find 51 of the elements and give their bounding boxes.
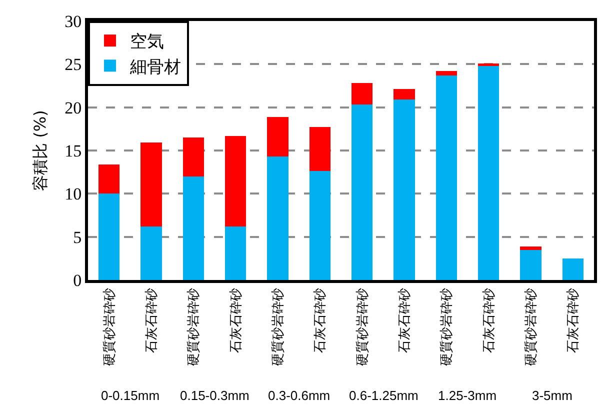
text: 1.25-3mm [438, 388, 497, 403]
text: 3-5mm [532, 388, 572, 403]
bar [98, 194, 120, 280]
text: 0.6-1.25mm [349, 388, 418, 403]
bar [267, 116, 288, 157]
x-tick-label: 硬質砂岩砕砂 [440, 288, 455, 366]
x-tick-label: 石灰石砕砂 [482, 288, 497, 354]
bar [182, 176, 204, 280]
y-tick-label: 0 [73, 270, 82, 290]
bar [182, 138, 204, 176]
bar [436, 75, 457, 280]
x-tick-label: 硬質砂岩砕砂 [355, 288, 370, 366]
legend-label: 空気 [130, 32, 164, 52]
bar [394, 89, 415, 100]
y-tick-label: 15 [64, 141, 82, 160]
bar [352, 104, 373, 280]
legend-label: 細骨材 [129, 57, 181, 78]
text: 0.3-0.6mm [268, 388, 330, 403]
x-tick-label: 硬質砂岩砕砂 [102, 288, 118, 366]
y-tick-label: 10 [64, 184, 82, 204]
bar [436, 71, 457, 76]
x-tick-label: 硬質砂岩砕砂 [270, 288, 286, 366]
bar [140, 226, 162, 280]
y-tick-label: 25 [64, 55, 82, 74]
bar [478, 65, 500, 280]
bar [225, 226, 246, 280]
x-tick-label: 石灰石砕砂 [144, 288, 160, 354]
x-tick-label: 石灰石砕砂 [566, 288, 582, 354]
bar [98, 164, 120, 194]
bar [309, 127, 330, 172]
text: 0.15-0.3mm [180, 388, 250, 403]
bar [225, 136, 246, 226]
y-axis-title: 容積比 (%) [30, 110, 50, 191]
x-tick-label: 石灰石砕砂 [397, 288, 412, 354]
bar [520, 250, 542, 280]
bar [267, 156, 288, 280]
bar [394, 100, 415, 280]
x-tick-label: 硬質砂岩砕砂 [524, 288, 539, 366]
x-tick-label: 石灰石砕砂 [313, 288, 328, 354]
text: 0-0.15mm [101, 388, 160, 403]
x-tick-label: 石灰石砕砂 [228, 288, 244, 354]
bar [520, 246, 542, 250]
bar [352, 83, 373, 105]
x-tick-label: 硬質砂岩砕砂 [186, 288, 202, 366]
bar [309, 171, 330, 280]
y-tick-label: 30 [64, 12, 82, 31]
y-tick-label: 5 [73, 228, 82, 247]
bar [140, 142, 162, 226]
bar [562, 258, 584, 280]
y-tick-label: 20 [64, 98, 82, 118]
bar [478, 63, 500, 66]
